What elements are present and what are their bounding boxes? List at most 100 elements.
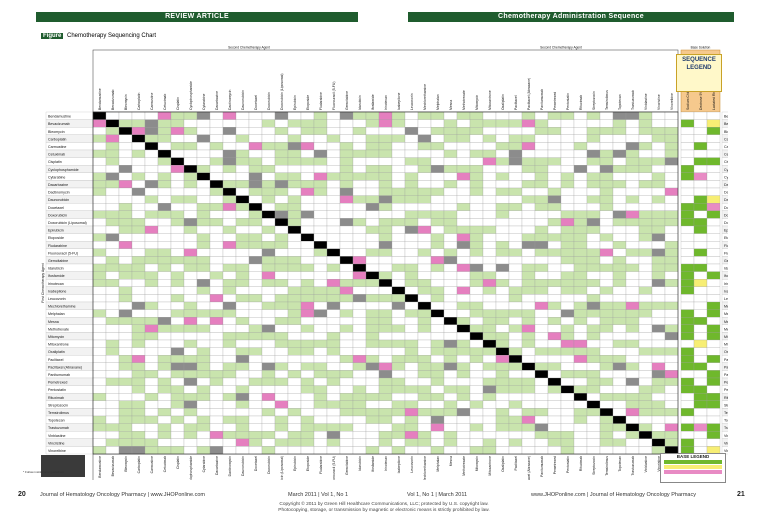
grid-cell	[638, 362, 653, 371]
grid-cell	[495, 355, 510, 363]
grid-cell	[599, 393, 614, 401]
grid-cell	[482, 263, 497, 272]
grid-cell	[157, 294, 172, 303]
grid-cell	[378, 279, 393, 287]
row-label-cell-right	[721, 301, 728, 310]
grid-cell	[131, 309, 146, 318]
grid-cell	[560, 423, 575, 432]
grid-cell	[417, 233, 432, 242]
grid-cell	[274, 423, 289, 432]
row-label: Fluorouracil (5-FU)	[48, 251, 78, 255]
grid-cell	[651, 301, 666, 310]
grid-cell	[482, 362, 497, 371]
grid-cell	[144, 195, 159, 204]
grid-cell	[469, 400, 484, 409]
grid-cell	[417, 134, 432, 143]
grid-cell	[404, 263, 419, 272]
fluid-cell	[706, 339, 721, 348]
grid-cell	[261, 149, 276, 158]
grid-cell	[534, 142, 549, 151]
grid-cell	[157, 438, 172, 447]
grid-cell	[365, 149, 380, 158]
fluid-cell	[706, 248, 721, 257]
grid-cell	[651, 355, 666, 363]
grid-cell	[443, 446, 458, 455]
grid-cell	[313, 218, 328, 227]
row-label: Oxaliplatin	[48, 350, 65, 354]
column-header-frame	[92, 49, 679, 113]
grid-cell	[430, 180, 445, 189]
grid-cell	[365, 111, 380, 120]
base-legend-title: BASE LEGEND	[676, 454, 710, 459]
grid-cell	[144, 119, 159, 128]
grid-cell	[144, 385, 159, 394]
column-footer: Trastuzumab	[631, 456, 635, 476]
grid-cell	[222, 415, 237, 424]
grid-cell	[183, 415, 198, 424]
grid-cell	[157, 210, 172, 219]
grid-cell	[170, 423, 185, 432]
grid-cell	[365, 180, 380, 189]
grid-cell	[469, 385, 484, 394]
grid-cell	[287, 415, 302, 424]
grid-cell	[456, 256, 471, 265]
grid-cell	[573, 195, 588, 204]
column-header: Daunorubicin	[241, 90, 245, 110]
grid-cell	[469, 210, 484, 219]
grid-cell	[248, 355, 263, 363]
grid-cell	[391, 225, 406, 234]
grid-cell	[612, 431, 627, 439]
grid-cell	[287, 393, 302, 401]
grid-cell	[300, 233, 315, 242]
grid-cell	[495, 225, 510, 234]
grid-cell	[300, 431, 315, 439]
grid-cell	[105, 431, 120, 439]
grid-cell	[261, 271, 276, 280]
grid-cell	[534, 233, 549, 242]
grid-cell	[378, 446, 393, 455]
row-label-right: Melphalan	[724, 312, 728, 316]
grid-cell	[443, 263, 458, 272]
grid-cell	[287, 256, 302, 265]
grid-cell	[339, 142, 354, 151]
grid-cell	[651, 271, 666, 280]
grid-cell	[339, 431, 354, 439]
grid-cell	[170, 142, 185, 151]
grid-cell	[573, 218, 588, 227]
grid-cell	[599, 195, 614, 204]
grid-cell	[170, 134, 185, 143]
grid-cell	[170, 309, 185, 318]
grid-cell	[196, 347, 211, 356]
grid-cell	[547, 180, 562, 189]
header-group-fluids: Base Solution	[691, 46, 711, 50]
grid-cell	[521, 187, 536, 196]
grid-cell	[521, 339, 536, 348]
grid-cell	[443, 279, 458, 287]
grid-cell	[183, 119, 198, 128]
grid-cell	[235, 210, 250, 219]
grid-cell	[508, 393, 523, 401]
grid-cell	[339, 339, 354, 348]
grid-cell	[196, 180, 211, 189]
grid-cell	[300, 423, 315, 432]
grid-cell	[365, 438, 380, 447]
grid-cell	[586, 385, 601, 394]
grid-cell	[300, 408, 315, 417]
grid-cell	[248, 142, 263, 151]
grid-cell	[118, 431, 133, 439]
grid-cell	[456, 385, 471, 394]
grid-cell	[573, 187, 588, 196]
row-label-cell-right	[721, 393, 728, 401]
grid-cell	[586, 210, 601, 219]
column-header: Doxorubicin	[267, 92, 271, 110]
grid-cell	[638, 446, 653, 455]
grid-cell	[573, 408, 588, 417]
grid-cell	[144, 218, 159, 227]
grid-cell	[339, 385, 354, 394]
grid-cell	[521, 393, 536, 401]
grid-cell	[417, 309, 432, 318]
row-label-right: Carboplatin	[724, 137, 728, 141]
fluid-cell	[680, 355, 695, 363]
row-label-cell-right	[721, 165, 728, 173]
grid-cell	[534, 446, 549, 455]
